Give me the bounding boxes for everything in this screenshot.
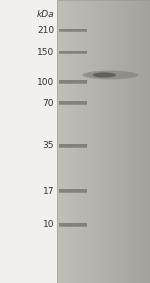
Bar <box>59 147 87 148</box>
Bar <box>0 0 57 283</box>
Bar <box>59 144 87 148</box>
Text: kDa: kDa <box>36 10 54 19</box>
Text: 100: 100 <box>37 78 54 87</box>
Bar <box>59 50 87 54</box>
Bar <box>59 226 87 227</box>
Text: 17: 17 <box>42 186 54 196</box>
Ellipse shape <box>82 71 138 79</box>
Text: 10: 10 <box>42 220 54 230</box>
Bar <box>59 223 87 227</box>
Bar <box>59 31 87 32</box>
Ellipse shape <box>93 72 116 78</box>
Bar <box>59 101 87 105</box>
Bar <box>59 192 87 193</box>
Bar <box>59 53 87 54</box>
Bar <box>59 29 87 32</box>
Text: 70: 70 <box>42 99 54 108</box>
Text: 150: 150 <box>37 48 54 57</box>
Text: 35: 35 <box>42 141 54 150</box>
Text: 210: 210 <box>37 26 54 35</box>
Bar <box>57 0 150 283</box>
Bar <box>59 104 87 105</box>
Bar <box>59 83 87 84</box>
Bar <box>59 189 87 193</box>
Bar <box>59 80 87 84</box>
